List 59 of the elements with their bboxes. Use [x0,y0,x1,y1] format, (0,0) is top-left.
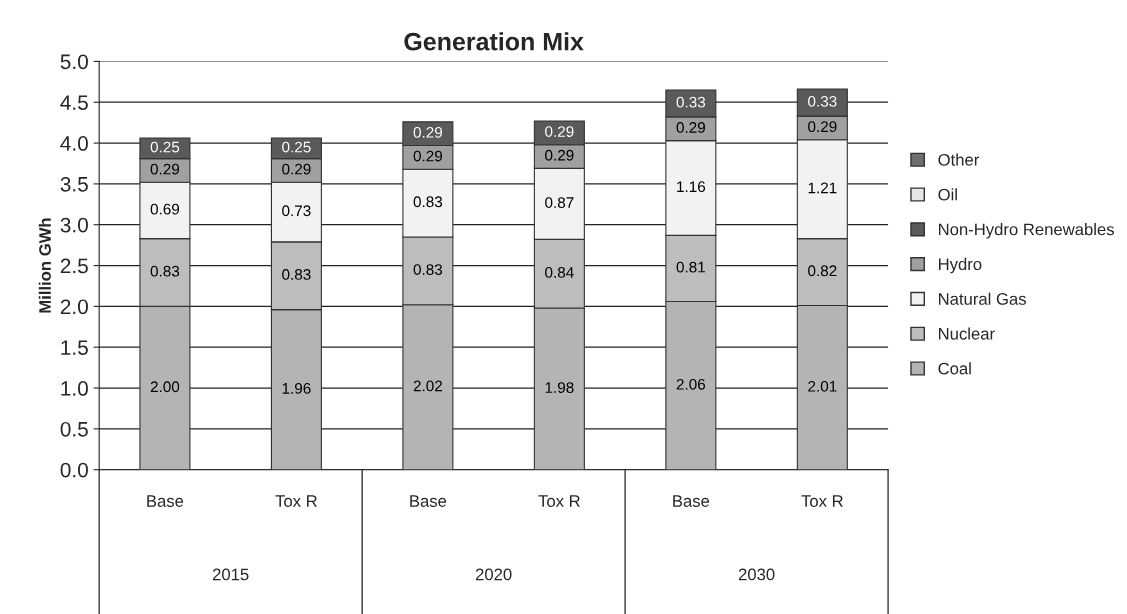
data-label: 0.33 [676,96,706,108]
data-label: 1.98 [545,382,574,393]
data-label: 2.01 [808,380,837,392]
data-label: 0.83 [413,196,443,208]
data-label: 0.83 [282,269,311,280]
data-label: 0.83 [150,265,180,277]
data-label: 0.29 [413,150,443,162]
data-label: 0.69 [150,203,180,215]
data-label: 0.29 [545,149,574,161]
y-tick-label: 5.0 [60,54,88,70]
data-label: 0.29 [545,126,574,137]
data-label: 1.21 [808,182,837,194]
x-tick-label: Base [673,495,710,507]
y-tick-label: 0.0 [60,462,88,478]
y-tick-label: 3.0 [60,217,88,233]
data-label: 0.33 [808,95,837,107]
data-label: 2.06 [676,378,706,390]
text: 2020 [475,568,512,581]
data-label: 0.87 [545,197,574,208]
legend-label: Other [938,153,980,166]
data-label: 0.25 [150,141,180,153]
y-tick-label: 0.5 [60,421,88,437]
data-label: 0.29 [150,163,180,175]
x-tick-label: Tox R [275,495,317,507]
legend-label: Non-Hydro Renewables [939,223,1114,239]
chart-title: Generation Mix [404,32,584,51]
y-tick-label: 1.0 [61,381,88,396]
data-label: 0.84 [545,267,574,278]
legend-label: Nuclear [939,327,995,340]
data-label: 0.29 [282,163,311,175]
x-tick-label: Tox R [538,495,580,507]
y-tick-label: 2.5 [60,258,88,274]
data-label: 0.82 [808,265,837,277]
data-label: 2.00 [150,381,180,393]
y-tick-label: 1.5 [61,340,88,355]
data-label: 1.96 [282,382,311,394]
data-label: 0.29 [808,121,837,133]
data-label: 0.83 [413,264,443,275]
data-label: 0.29 [676,122,705,133]
data-label: 1.16 [677,181,706,193]
text: 2030 [738,568,775,581]
x-tick-label: Base [147,495,184,507]
legend-label: Oil [938,188,957,201]
legend-label: Natural Gas [939,292,1026,305]
x-tick-label: Base [410,495,447,507]
y-tick-label: 4.0 [60,136,88,151]
legend-label: Hydro [939,257,982,274]
y-tick-label: 4.5 [60,95,88,110]
data-label: 2.02 [413,380,442,392]
data-label: 0.81 [676,261,705,273]
data-label: 0.29 [413,126,443,138]
legend-label: Coal [938,362,971,375]
text: 2015 [212,568,249,581]
data-label: 0.25 [282,141,311,153]
x-tick-label: Tox R [801,495,843,507]
y-axis-title: Million GWh [38,218,51,313]
y-tick-label: 2.0 [60,299,88,315]
y-tick-label: 3.5 [60,176,88,192]
data-label: 0.73 [282,205,311,217]
